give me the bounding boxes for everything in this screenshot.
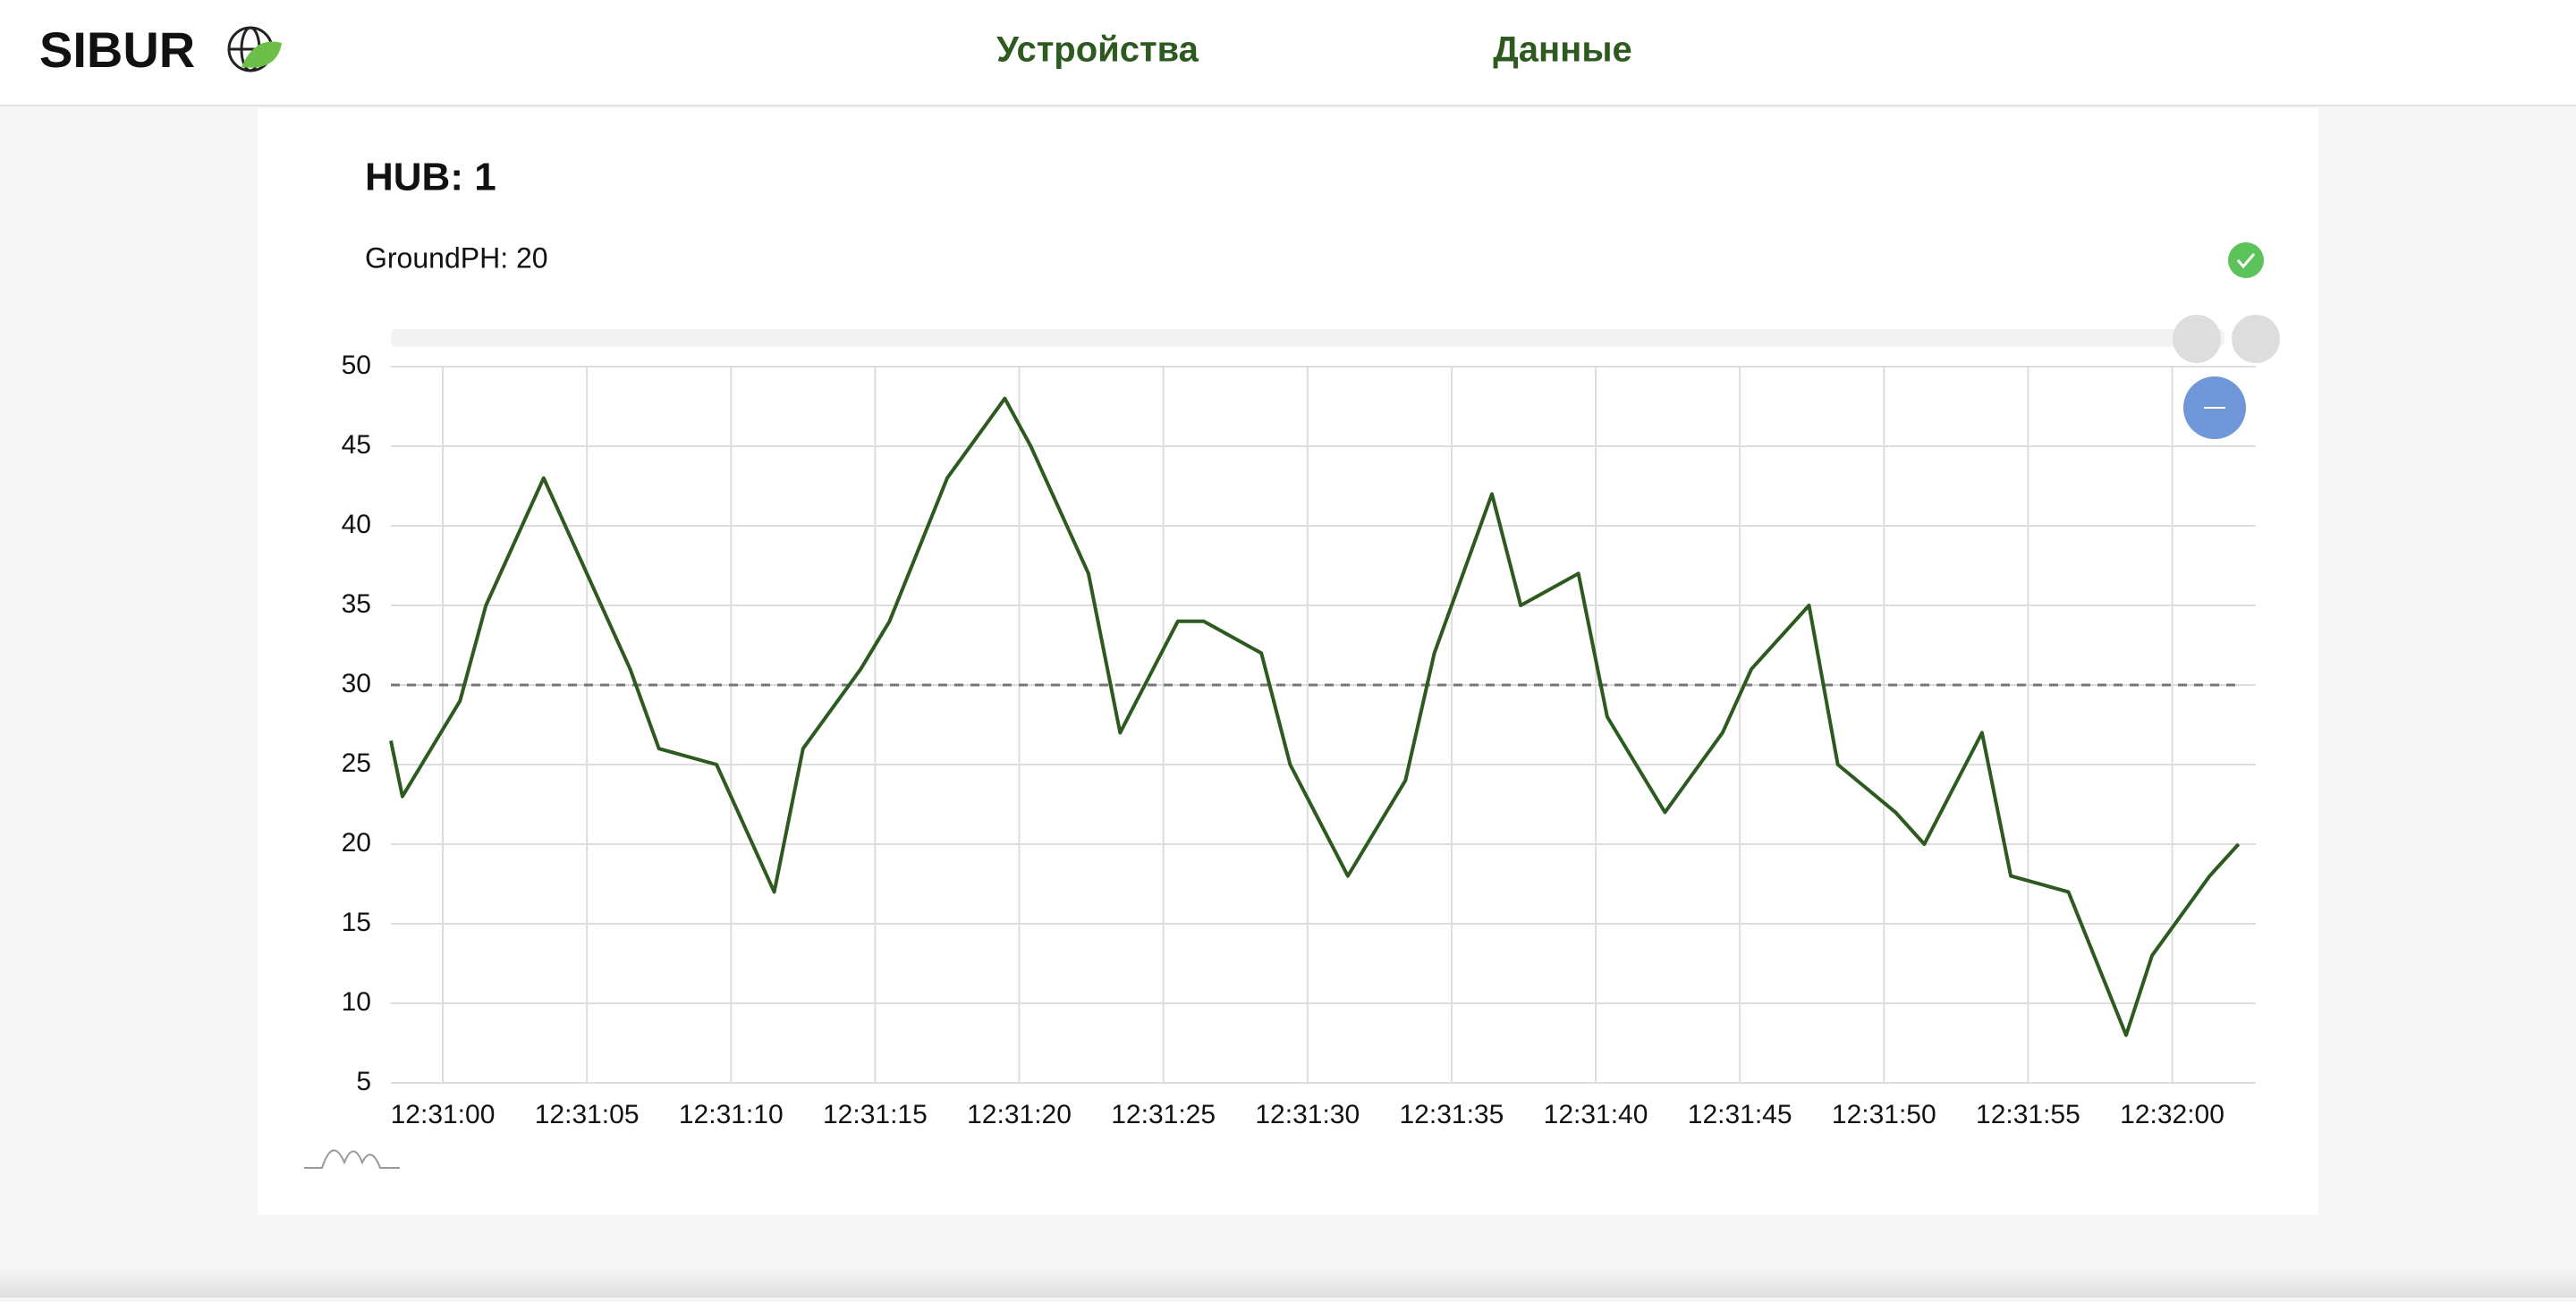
y-tick-label: 15 [342,908,371,937]
status-ok [2228,242,2264,278]
y-tick-label: 20 [342,828,371,858]
y-tick-label: 10 [342,987,371,1017]
x-tick-label: 12:31:50 [1832,1100,1936,1129]
x-tick-label: 12:31:10 [679,1100,784,1129]
y-tick-label: 40 [342,510,371,539]
hub-title: HUB: 1 [365,156,496,199]
x-tick-label: 12:32:00 [2120,1100,2224,1129]
logo[interactable]: SIBUR [39,21,195,78]
chart-type-icon[interactable] [304,1149,400,1169]
nav-link[interactable]: Устройства [996,30,1199,70]
x-tick-label: 12:31:15 [823,1100,928,1129]
slider-handle[interactable] [2173,315,2221,363]
slider-handle[interactable] [2232,315,2280,363]
x-tick-label: 12:31:55 [1976,1100,2080,1129]
x-tick-label: 12:31:25 [1111,1100,1216,1129]
x-tick-label: 12:31:05 [535,1100,640,1129]
sensor-value: GroundPH: 20 [365,241,548,274]
zoom-slider[interactable] [391,329,2224,347]
x-tick-label: 12:31:35 [1400,1100,1504,1129]
y-tick-label: 45 [342,430,371,460]
x-tick-label: 12:31:30 [1255,1100,1360,1129]
x-tick-label: 12:31:45 [1688,1100,1792,1129]
x-tick-label: 12:31:20 [967,1100,1072,1129]
y-tick-label: 5 [356,1067,371,1096]
nav-link[interactable]: Данные [1493,30,1631,70]
card [258,108,2318,1214]
x-tick-label: 12:31:00 [391,1100,496,1129]
y-tick-label: 50 [342,351,371,380]
data-line [389,396,2241,1037]
y-tick-label: 30 [342,669,371,698]
header [0,0,2576,106]
globe-icon [227,26,282,72]
bottom-shadow [0,1270,2576,1298]
x-tick-label: 12:31:40 [1544,1100,1648,1129]
plot: 5 10 15 20 25 30 35 40 45 50 12:31:00 12:31:05 12:31… [342,351,2256,1129]
y-tick-label: 35 [342,589,371,619]
y-tick-label: 25 [342,748,371,778]
